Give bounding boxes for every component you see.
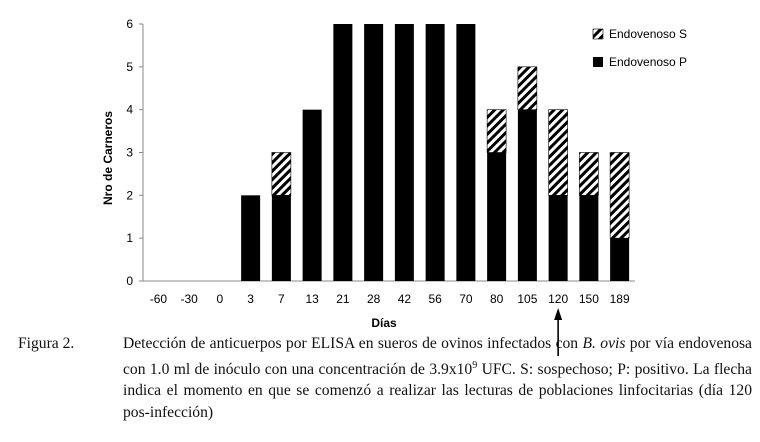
bar-endovenoso-s <box>579 152 599 196</box>
arrow-head <box>554 308 563 320</box>
bar-endovenoso-s <box>486 109 507 153</box>
bar-endovenoso-p <box>425 24 445 281</box>
legend-swatch-endovenoso-s <box>592 28 604 40</box>
bar-endovenoso-s <box>517 66 538 110</box>
x-tick-label: 189 <box>610 292 630 306</box>
x-tick-label: -60 <box>150 292 168 306</box>
caption-text: Detección de anticuerpos por ELISA en su… <box>123 333 752 423</box>
figure-caption: Figura 2. Detección de anticuerpos por E… <box>18 333 752 423</box>
bar-endovenoso-s <box>609 152 630 239</box>
legend-label-endovenoso-p: Endovenoso P <box>609 55 687 69</box>
x-tick-label: 105 <box>517 292 537 306</box>
bar-endovenoso-p <box>364 24 384 281</box>
bar-endovenoso-s <box>548 109 568 196</box>
y-tick-label: 4 <box>126 103 133 117</box>
y-tick-label: 5 <box>126 60 133 74</box>
bar-endovenoso-p <box>302 109 322 282</box>
legend-label-endovenoso-s: Endovenoso S <box>609 27 687 41</box>
bar-endovenoso-p <box>517 109 537 282</box>
day-120-arrow <box>554 308 563 356</box>
y-axis-label: Nro de Carneros <box>101 111 115 205</box>
bar-endovenoso-p <box>579 195 599 281</box>
bar-endovenoso-s <box>271 152 292 196</box>
legend: Endovenoso S Endovenoso P <box>592 27 687 69</box>
x-tick-label: 42 <box>398 292 412 306</box>
caption-text-part-2: por vía endovenosa con 1.0 ml de inóculo… <box>123 335 752 378</box>
x-tick-label: 0 <box>217 292 224 306</box>
bar-endovenoso-p <box>487 152 507 281</box>
y-tick-label: 3 <box>126 146 133 160</box>
bar-endovenoso-p <box>333 24 353 281</box>
x-tick-label: 70 <box>459 292 473 306</box>
x-tick-label: 21 <box>336 292 350 306</box>
y-tick-label: 0 <box>126 274 133 288</box>
x-tick-label: 3 <box>247 292 254 306</box>
bar-endovenoso-p <box>456 24 476 281</box>
x-tick-label: -30 <box>180 292 198 306</box>
x-tick-label: 150 <box>579 292 599 306</box>
x-axis-label: Días <box>371 316 397 330</box>
x-tick-label: 56 <box>428 292 442 306</box>
caption-text-part-1: Detección de anticuerpos por ELISA en su… <box>123 335 583 352</box>
caption-species: B. ovis <box>582 335 626 352</box>
caption-label: Figura 2. <box>18 335 75 352</box>
x-tick-label: 80 <box>490 292 504 306</box>
bar-endovenoso-p <box>394 24 414 281</box>
bar-endovenoso-p <box>271 195 291 281</box>
bar-endovenoso-p <box>548 195 568 281</box>
x-tick-label: 7 <box>278 292 285 306</box>
caption-exponent: 9 <box>472 359 478 371</box>
x-tick-label: 13 <box>305 292 319 306</box>
bar-endovenoso-p <box>610 238 630 281</box>
y-tick-label: 1 <box>126 231 133 245</box>
bar-endovenoso-p <box>241 195 261 281</box>
caption-text-part-3: UFC. S: sospechoso; P: positivo. La flec… <box>123 360 752 421</box>
y-tick-label: 6 <box>126 17 133 31</box>
legend-swatch-endovenoso-p <box>593 57 603 67</box>
y-tick-label: 2 <box>126 188 133 202</box>
x-tick-label: 28 <box>367 292 381 306</box>
x-tick-label: 120 <box>548 292 568 306</box>
